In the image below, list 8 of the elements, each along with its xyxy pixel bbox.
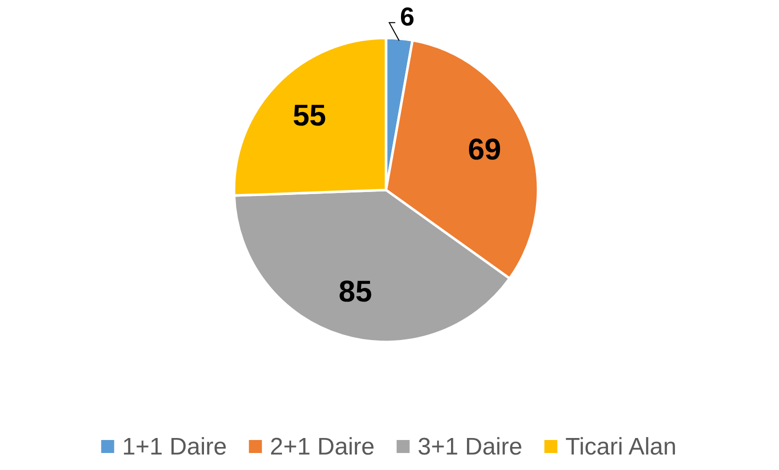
data-label: 55 bbox=[292, 100, 326, 133]
legend-label: 3+1 Daire bbox=[418, 434, 522, 460]
legend-label: Ticari Alan bbox=[565, 434, 677, 460]
data-label: 6 bbox=[400, 2, 414, 32]
data-label: 69 bbox=[468, 133, 502, 166]
legend-label: 2+1 Daire bbox=[270, 434, 375, 460]
legend-label: 1+1 Daire bbox=[122, 434, 227, 460]
data-label: 85 bbox=[338, 275, 372, 308]
